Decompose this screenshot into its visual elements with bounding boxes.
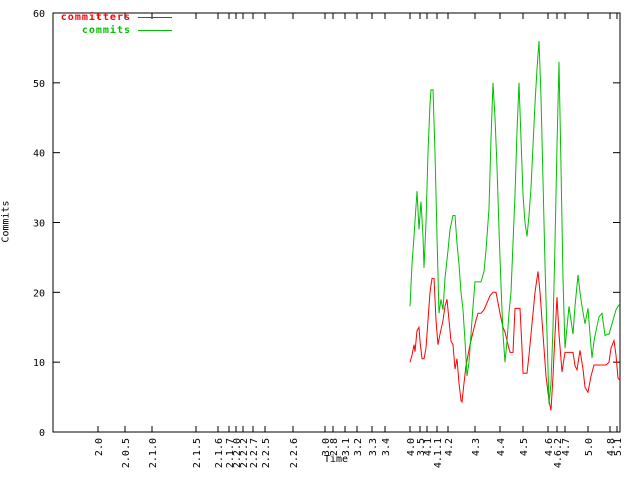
commits-line [409, 40, 621, 405]
x-tick-label: 4.5 [519, 438, 530, 456]
x-tick-label: 2.1.0 [148, 438, 159, 468]
x-tick-label: 2.2.5 [261, 438, 272, 468]
legend-line-sample-committers [138, 17, 172, 18]
legend-label-committers: committers [60, 12, 131, 23]
x-tick-label: 4.7 [561, 438, 572, 456]
plot-border [52, 12, 621, 433]
legend: committers commits [55, 11, 172, 37]
y-tick-label: 40 [33, 149, 45, 160]
x-tick-label: 4.2 [444, 438, 455, 456]
y-axis-title: Commits [0, 200, 12, 243]
x-tick-label: 4.6 [544, 438, 555, 456]
x-tick-label: 4.8 [606, 438, 617, 456]
x-tick-label: 2.8 [329, 438, 340, 456]
x-tick-label: 2.2.7 [249, 438, 260, 468]
x-tick-label: 2.1.7 [225, 438, 236, 468]
y-tick-label: 30 [33, 219, 45, 230]
x-tick-label: 4.6.2 [553, 438, 564, 468]
x-tick-label: 3.4 [381, 438, 392, 456]
x-tick-label: 2.0.5 [121, 438, 132, 468]
y-tick-label: 0 [39, 428, 45, 439]
x-tick-label: 4.4 [496, 438, 507, 456]
x-tick-label: 5.1 [613, 438, 624, 456]
y-tick-label: 20 [33, 288, 45, 299]
y-tick-label: 50 [33, 79, 45, 90]
x-tick-label: 3.0 [321, 438, 332, 456]
legend-row-committers: committers [55, 11, 172, 24]
x-tick-label: 2.2.0 [232, 438, 243, 468]
x-tick-label: 5.0 [584, 438, 595, 456]
committers-line [409, 271, 621, 411]
legend-row-commits: commits [55, 24, 172, 37]
y-tick-label: 10 [33, 358, 45, 369]
x-tick-label: 2.0 [94, 438, 105, 456]
x-tick-label: 2.1.5 [192, 438, 203, 468]
x-tick-label: 2.2.6 [289, 438, 300, 468]
y-tick-label: 60 [33, 9, 45, 20]
x-tick-label: 4.0 [406, 438, 417, 456]
x-axis-title: Time [323, 454, 349, 465]
legend-line-sample-commits [138, 30, 172, 31]
x-tick-label: 4.1.1 [433, 438, 444, 468]
x-tick-label: 3.1 [341, 438, 352, 456]
x-tick-label: 3.3 [368, 438, 379, 456]
x-tick-label: 4.3 [471, 438, 482, 456]
x-tick-label: 2.2.2 [239, 438, 250, 468]
x-tick-label: 4.1 [423, 438, 434, 456]
x-tick-label: 2.1.6 [214, 438, 225, 468]
x-tick-label: 3.5 [416, 438, 427, 456]
x-tick-label: 3.2 [353, 438, 364, 456]
legend-label-commits: commits [81, 25, 131, 36]
